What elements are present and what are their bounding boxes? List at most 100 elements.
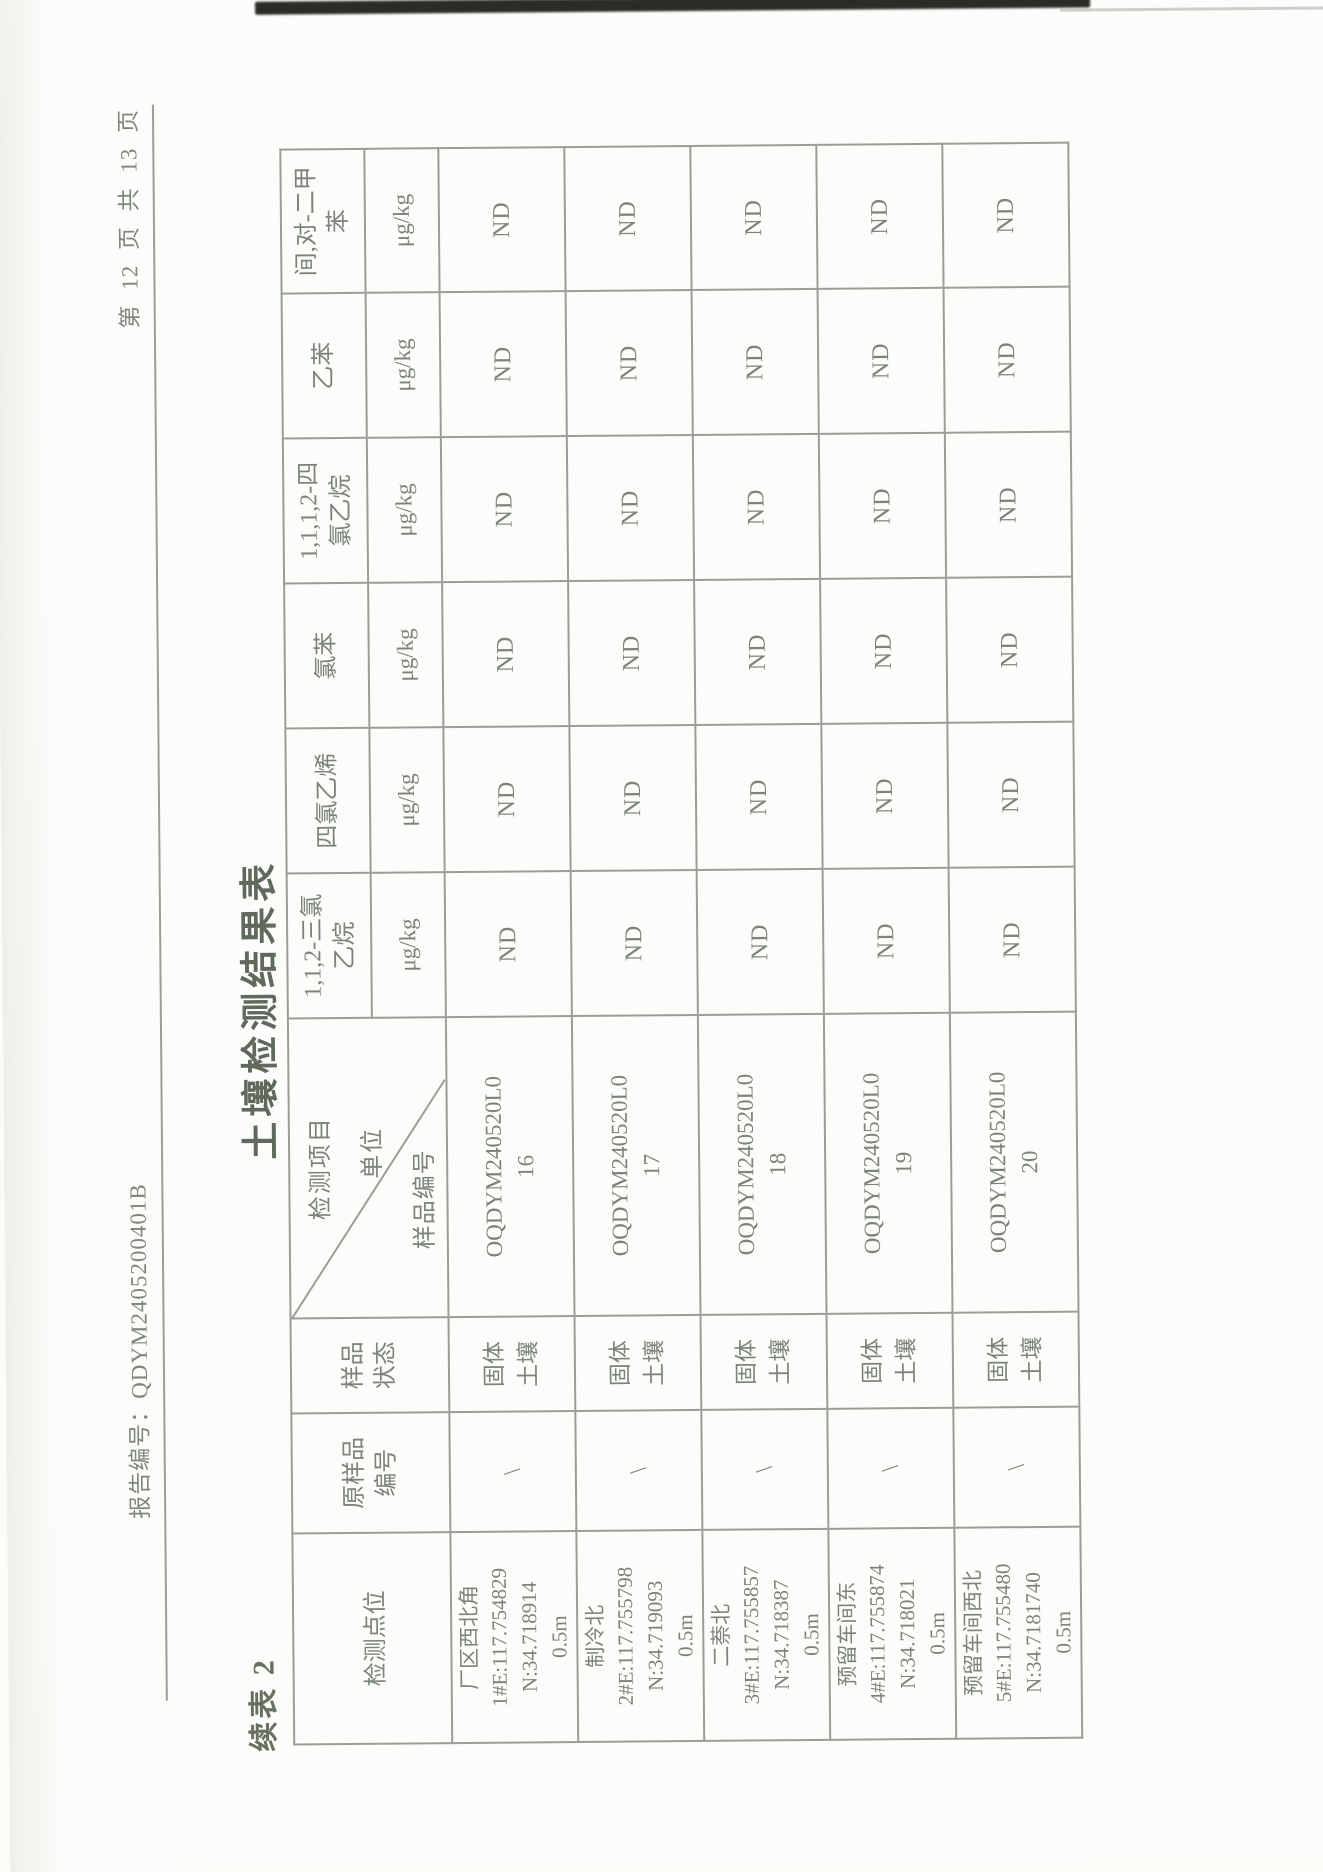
- value-cell: ND: [821, 722, 949, 869]
- cell-line: N:34.718914: [516, 1581, 542, 1693]
- unit-cell: μg/kg: [364, 148, 440, 293]
- unit-cell: μg/kg: [368, 582, 444, 728]
- cell-line: 固体: [985, 1336, 1012, 1383]
- col-header-analyte: 1,1,1,2-四 氯乙烷: [282, 437, 369, 584]
- cell-line: 土壤: [515, 1340, 542, 1388]
- scan-artifact-line: [1060, 6, 1323, 12]
- cell-line: OQDYM240520L0: [480, 1075, 507, 1258]
- sample-number-cell: OQDYM240520L0 16: [445, 1016, 575, 1318]
- table-head: 检测点位 原样品 编号 样品 状态 检测项目 单位 样品编号 1,1,2-三氯 乙烷 四氯乙烯 氯苯 1…: [280, 148, 453, 1745]
- sample-row: 二萘北 3#E:117.755857 N:34.718387 0.5m \ 固体 土壤 OQD…: [690, 144, 831, 1741]
- cell-line: 4#E:117.755874: [864, 1564, 890, 1704]
- sample-state-cell: 固体 土壤: [826, 1312, 954, 1409]
- cell-line: 土壤: [767, 1338, 794, 1385]
- cell-line: 土壤: [641, 1339, 668, 1386]
- value-cell: ND: [822, 867, 950, 1014]
- cell-line: 20: [1017, 1150, 1043, 1174]
- value-cell: ND: [565, 289, 693, 437]
- cell-line: 0.5m: [547, 1615, 572, 1659]
- sample-number-cell: OQDYM240520L0 19: [823, 1012, 953, 1314]
- cell-line: 18: [765, 1152, 791, 1176]
- value-cell: ND: [443, 726, 571, 873]
- value-cell: ND: [440, 436, 569, 583]
- cell-line: 原样品: [341, 1436, 369, 1510]
- cell-line: 氯乙烷: [328, 474, 355, 547]
- col-header-analyte: 1,1,2-三氯 乙烷: [286, 872, 372, 1019]
- cell-line: N:34.719093: [642, 1580, 668, 1692]
- sample-state-cell: 固体 土壤: [448, 1316, 576, 1413]
- cell-line: 固体: [859, 1337, 886, 1385]
- continued-table-label: 续表 2: [247, 1657, 282, 1752]
- cell-line: 0.5m: [1051, 1610, 1076, 1654]
- point-cell: 二萘北 3#E:117.755857 N:34.718387 0.5m: [702, 1528, 831, 1741]
- cell-line: 间,对-二甲: [293, 166, 321, 277]
- col-header-analyte: 氯苯: [284, 582, 370, 729]
- value-cell: ND: [947, 721, 1075, 868]
- col-header-point: 检测点位: [292, 1532, 453, 1745]
- sample-number-cell: OQDYM240520L0 20: [949, 1011, 1079, 1313]
- cell-line: 0.5m: [799, 1613, 824, 1656]
- sample-state-cell: 固体 土壤: [952, 1311, 1080, 1408]
- value-cell: ND: [564, 145, 692, 292]
- value-cell: ND: [439, 291, 567, 438]
- sample-number-label: 样品编号: [412, 1149, 439, 1250]
- cell-line: 土壤: [893, 1337, 920, 1384]
- cell-line: 乙烷: [332, 921, 359, 970]
- value-cell: ND: [948, 866, 1076, 1013]
- results-table: 检测点位 原样品 编号 样品 状态 检测项目 单位 样品编号 1,1,2-三氯 乙烷 四氯乙烯 氯苯 1…: [279, 142, 1083, 1746]
- original-sample-cell: \: [827, 1407, 955, 1529]
- table-body: 厂区西北角 1#E:117.754829 N:34.718914 0.5m \ 固体 土壤 O…: [438, 142, 1083, 1744]
- value-cell: ND: [570, 869, 698, 1017]
- scan-edge-shadow: [0, 0, 63, 1872]
- cell-line: OQDYM240520L0: [606, 1074, 633, 1257]
- value-cell: ND: [691, 288, 819, 435]
- point-cell: 预留车间东 4#E:117.755874 N:34.718021 0.5m: [828, 1527, 957, 1740]
- value-cell: ND: [695, 723, 823, 870]
- cell-line: 2#E:117.755798: [612, 1566, 638, 1706]
- value-cell: ND: [946, 576, 1074, 723]
- cell-line: 预留车间西北: [960, 1569, 986, 1697]
- col-header-analyte: 间,对-二甲苯: [280, 148, 366, 294]
- cell-line: 制冷北: [583, 1604, 608, 1668]
- cell-line: 19: [891, 1151, 917, 1175]
- original-sample-cell: \: [953, 1406, 1081, 1528]
- cell-line: 二萘北: [709, 1603, 734, 1667]
- sample-state-cell: 固体 土壤: [574, 1314, 702, 1412]
- cell-line: 1,1,2-三氯: [299, 893, 327, 998]
- cell-line: 1,1,1,2-四: [296, 461, 323, 560]
- cell-line: OQDYM240520L0: [858, 1072, 885, 1255]
- cell-line: 乙苯: [310, 341, 338, 390]
- unit-cell: μg/kg: [369, 727, 445, 873]
- cell-line: 固体: [733, 1338, 760, 1386]
- cell-line: 土壤: [1019, 1336, 1046, 1383]
- col-header-original-sample: 原样品 编号: [291, 1412, 451, 1534]
- col-header-analyte: 乙苯: [281, 292, 367, 439]
- cell-line: OQDYM240520L0: [984, 1071, 1011, 1254]
- cell-line: 样品: [340, 1341, 368, 1390]
- sample-row: 制冷北 2#E:117.755798 N:34.719093 0.5m \ 固体 土壤 OQD…: [564, 145, 705, 1743]
- value-cell: ND: [569, 724, 697, 872]
- value-cell: ND: [817, 287, 945, 434]
- cell-line: 固体: [607, 1340, 634, 1387]
- corner-header-cell: 检测项目 单位 样品编号: [287, 1017, 449, 1319]
- unit-cell: μg/kg: [366, 437, 443, 583]
- value-cell: ND: [438, 147, 566, 293]
- cell-line: 预留车间东: [834, 1581, 860, 1687]
- original-sample-cell: \: [449, 1411, 577, 1533]
- unit-cell: μg/kg: [365, 292, 441, 438]
- value-cell: ND: [942, 142, 1070, 288]
- value-cell: ND: [818, 432, 947, 579]
- cell-line: 固体: [481, 1341, 508, 1388]
- cell-line: 状态: [372, 1341, 400, 1390]
- sample-row: 预留车间东 4#E:117.755874 N:34.718021 0.5m \ 固体 土壤 O…: [816, 143, 957, 1740]
- header-row-1: 检测点位 原样品 编号 样品 状态 检测项目 单位 样品编号 1,1,2-三氯 乙烷 四氯乙烯 氯苯 1…: [280, 148, 453, 1745]
- cell-line: 0.5m: [925, 1611, 950, 1655]
- value-cell: ND: [568, 579, 696, 727]
- cell-line: OQDYM240520L0: [732, 1073, 759, 1256]
- cell-line: 1#E:117.754829: [486, 1567, 512, 1707]
- sample-number-cell: OQDYM240520L0 18: [697, 1013, 827, 1315]
- page-title: 土壤检测结果表: [238, 858, 284, 1160]
- value-cell: ND: [694, 578, 822, 725]
